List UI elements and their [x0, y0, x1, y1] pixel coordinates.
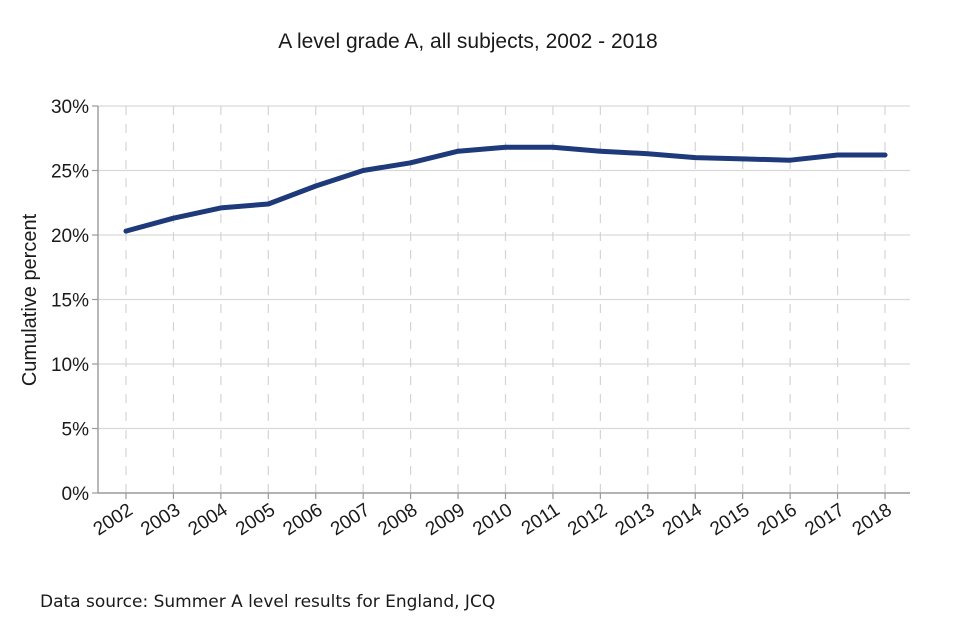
- y-tick-label: 20%: [51, 226, 89, 247]
- data-point: [645, 151, 651, 157]
- y-tick-label: 15%: [51, 291, 89, 312]
- x-tick-label: 2004: [185, 499, 232, 540]
- series-group: [123, 144, 888, 234]
- data-point: [455, 148, 461, 154]
- x-tick-label: 2009: [422, 500, 469, 541]
- data-point: [408, 160, 414, 166]
- y-tick-label: 25%: [51, 162, 89, 183]
- data-point: [882, 152, 888, 158]
- y-tick-label: 5%: [62, 420, 90, 441]
- data-point: [740, 156, 746, 162]
- data-point: [692, 155, 698, 161]
- grid: [98, 105, 910, 493]
- data-point: [265, 201, 271, 207]
- y-axis-label: Cumulative percent: [19, 213, 41, 386]
- x-tick-label: 2010: [469, 500, 516, 541]
- data-point: [171, 215, 176, 221]
- chart-title: A level grade A, all subjects, 2002 - 20…: [278, 30, 657, 53]
- axes: [92, 105, 910, 499]
- data-point: [313, 183, 319, 189]
- x-tick-label: 2014: [659, 499, 706, 540]
- data-point: [550, 144, 556, 150]
- x-tick-label: 2017: [801, 500, 848, 541]
- x-tick-label: 2006: [280, 500, 327, 541]
- x-tick-label: 2018: [849, 500, 896, 541]
- x-tick-label: 2011: [518, 500, 564, 540]
- data-point: [503, 144, 508, 150]
- data-source-note: Data source: Summer A level results for …: [40, 592, 496, 612]
- data-point: [787, 157, 793, 163]
- data-point: [360, 168, 366, 173]
- x-tick-labels: 2002 2003 2004 2005 2006 2007 2008 2009 2010 2011…: [90, 499, 896, 540]
- x-tick-label: 2002: [90, 500, 137, 541]
- data-point: [597, 148, 603, 154]
- y-tick-labels: 0% 5% 10% 15% 20% 25% 30%: [51, 97, 89, 505]
- x-tick-label: 2015: [707, 500, 754, 541]
- y-tick-label: 10%: [51, 355, 89, 376]
- line-chart: A level grade A, all subjects, 2002 - 20…: [19, 30, 910, 540]
- data-point: [835, 152, 840, 158]
- x-tick-label: 2016: [754, 500, 801, 541]
- x-tick-label: 2007: [327, 500, 374, 541]
- x-tick-label: 2003: [137, 500, 184, 541]
- x-tick-label: 2012: [564, 500, 611, 541]
- y-tick-label: 0%: [62, 484, 90, 505]
- y-tick-label: 30%: [51, 97, 89, 118]
- data-point: [218, 205, 224, 211]
- data-point: [123, 228, 129, 234]
- x-tick-label: 2013: [612, 500, 659, 541]
- x-tick-label: 2005: [232, 500, 279, 541]
- x-tick-label: 2008: [374, 500, 421, 541]
